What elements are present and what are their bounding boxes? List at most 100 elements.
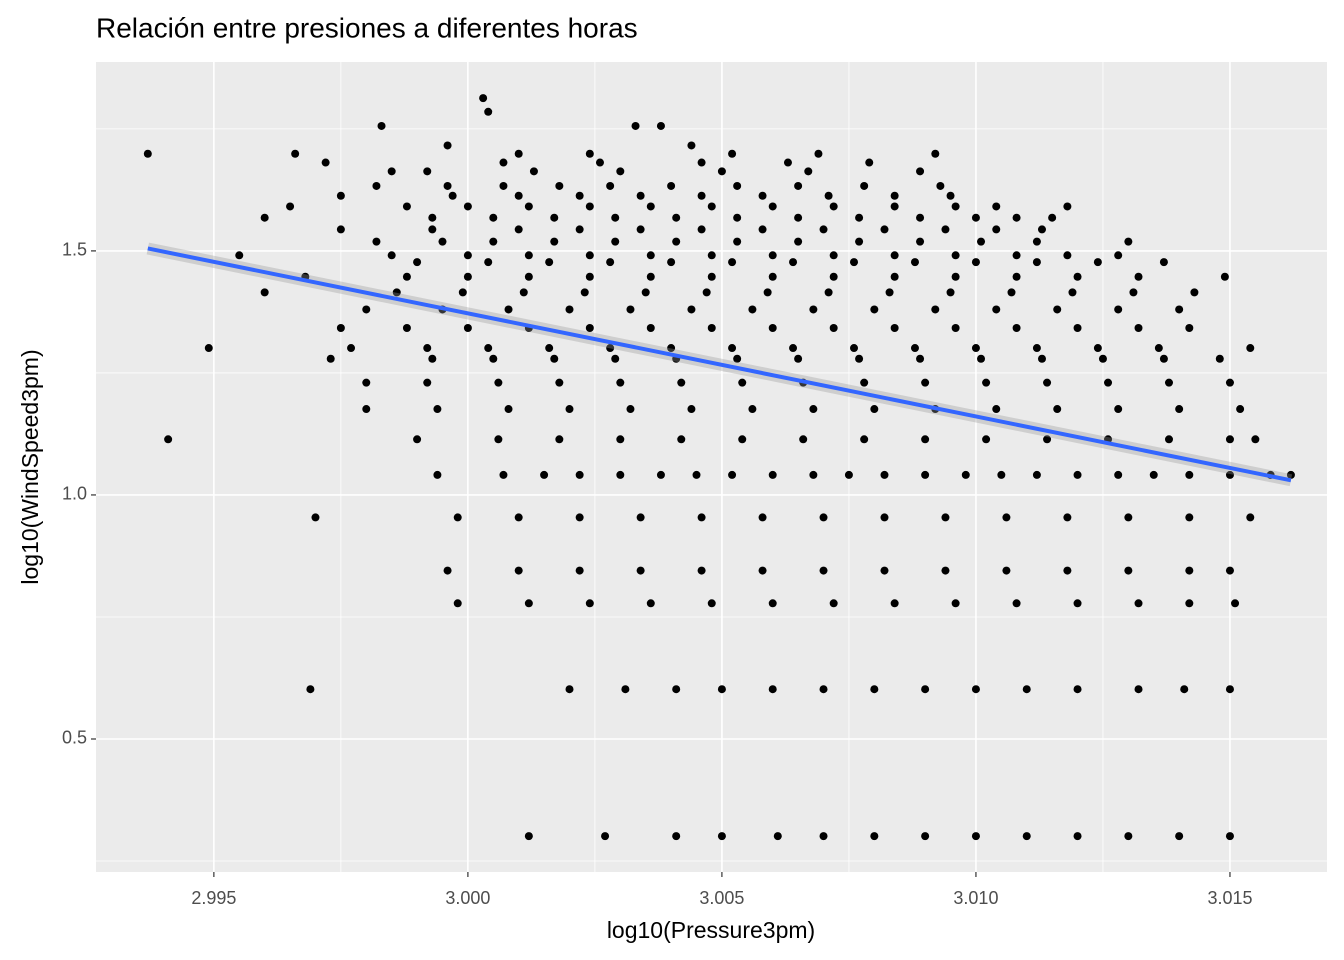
- point: [575, 191, 584, 200]
- point: [910, 344, 919, 353]
- point: [336, 191, 345, 200]
- point: [860, 378, 869, 387]
- point: [951, 202, 960, 211]
- point: [814, 149, 823, 158]
- point: [1185, 513, 1194, 522]
- point: [794, 237, 803, 246]
- point: [646, 599, 655, 608]
- panel: [96, 62, 1327, 872]
- point: [1225, 435, 1234, 444]
- point: [362, 305, 371, 314]
- point: [321, 158, 330, 167]
- point: [824, 288, 833, 297]
- point: [916, 354, 925, 363]
- point: [143, 149, 152, 158]
- point: [1225, 470, 1234, 479]
- x-axis-label: log10(Pressure3pm): [607, 917, 815, 943]
- point: [362, 405, 371, 414]
- point: [1043, 378, 1052, 387]
- point: [768, 470, 777, 479]
- point: [697, 225, 706, 234]
- point: [489, 213, 498, 222]
- point: [936, 181, 945, 190]
- point: [585, 599, 594, 608]
- point: [1022, 685, 1031, 694]
- point: [829, 251, 838, 260]
- point: [575, 225, 584, 234]
- point: [982, 378, 991, 387]
- point: [387, 251, 396, 260]
- point: [992, 225, 1001, 234]
- point: [941, 225, 950, 234]
- point: [453, 513, 462, 522]
- point: [1164, 378, 1173, 387]
- point: [971, 344, 980, 353]
- point: [428, 354, 437, 363]
- point: [977, 237, 986, 246]
- point: [733, 237, 742, 246]
- point: [1225, 832, 1234, 841]
- point: [738, 378, 747, 387]
- point: [997, 470, 1006, 479]
- point: [616, 167, 625, 176]
- point: [1251, 435, 1260, 444]
- y-tick-label: 1.0: [62, 484, 87, 504]
- point: [565, 305, 574, 314]
- point: [636, 225, 645, 234]
- point: [1048, 213, 1057, 222]
- point: [433, 470, 442, 479]
- point: [977, 354, 986, 363]
- point: [1012, 324, 1021, 333]
- point: [946, 191, 955, 200]
- point: [616, 470, 625, 479]
- point: [646, 202, 655, 211]
- point: [819, 566, 828, 575]
- point: [870, 305, 879, 314]
- points: [143, 94, 1295, 841]
- point: [646, 251, 655, 260]
- point: [697, 566, 706, 575]
- point: [423, 167, 432, 176]
- point: [1114, 305, 1123, 314]
- point: [799, 435, 808, 444]
- point: [1012, 251, 1021, 260]
- point: [377, 121, 386, 130]
- point: [164, 435, 173, 444]
- point: [870, 405, 879, 414]
- point: [514, 566, 523, 575]
- point: [636, 566, 645, 575]
- point: [890, 324, 899, 333]
- point: [402, 202, 411, 211]
- point: [636, 191, 645, 200]
- point: [819, 225, 828, 234]
- point: [860, 435, 869, 444]
- point: [621, 685, 630, 694]
- point: [1073, 832, 1082, 841]
- point: [458, 288, 467, 297]
- point: [763, 288, 772, 297]
- point: [672, 237, 681, 246]
- point: [667, 258, 676, 267]
- point: [982, 435, 991, 444]
- point: [971, 213, 980, 222]
- point: [1225, 566, 1234, 575]
- point: [1190, 288, 1199, 297]
- x-tick-label: 2.995: [191, 888, 236, 908]
- point: [1022, 832, 1031, 841]
- point: [1063, 513, 1072, 522]
- point: [880, 225, 889, 234]
- point: [672, 685, 681, 694]
- y-tick-label: 1.5: [62, 240, 87, 260]
- point: [707, 251, 716, 260]
- point: [1012, 213, 1021, 222]
- point: [951, 599, 960, 608]
- point: [575, 470, 584, 479]
- point: [1114, 251, 1123, 260]
- point: [606, 181, 615, 190]
- point: [494, 435, 503, 444]
- point: [870, 832, 879, 841]
- point: [504, 405, 513, 414]
- point: [438, 237, 447, 246]
- point: [555, 181, 564, 190]
- point: [433, 405, 442, 414]
